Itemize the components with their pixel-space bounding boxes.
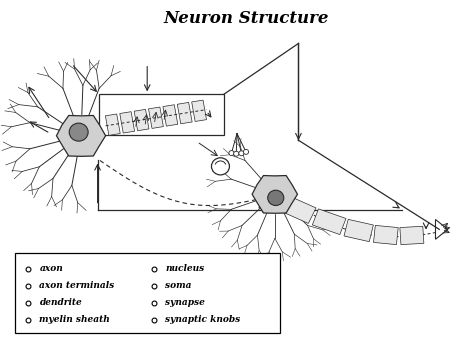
Text: soma: soma <box>165 281 191 290</box>
Polygon shape <box>400 226 424 245</box>
Polygon shape <box>374 225 398 245</box>
Circle shape <box>234 151 239 156</box>
Text: nucleus: nucleus <box>165 264 204 273</box>
Text: myelin sheath: myelin sheath <box>39 315 110 324</box>
Circle shape <box>69 123 88 141</box>
Circle shape <box>268 190 284 205</box>
Polygon shape <box>120 112 135 133</box>
Text: Neuron Structure: Neuron Structure <box>164 10 329 27</box>
Circle shape <box>243 149 248 154</box>
Polygon shape <box>252 176 298 213</box>
Polygon shape <box>281 196 316 223</box>
Polygon shape <box>134 109 149 131</box>
Circle shape <box>229 151 234 156</box>
Text: synaptic knobs: synaptic knobs <box>165 315 240 324</box>
Text: synapse: synapse <box>165 298 205 307</box>
Polygon shape <box>105 114 120 135</box>
Polygon shape <box>344 219 374 242</box>
Circle shape <box>211 158 229 175</box>
Polygon shape <box>312 209 346 235</box>
Polygon shape <box>163 105 178 126</box>
Polygon shape <box>56 116 106 156</box>
Text: axon terminals: axon terminals <box>39 281 115 290</box>
Text: dendrite: dendrite <box>39 298 82 307</box>
Polygon shape <box>177 102 192 124</box>
Circle shape <box>239 151 244 156</box>
Text: axon: axon <box>39 264 63 273</box>
Polygon shape <box>15 253 280 333</box>
Polygon shape <box>191 100 207 121</box>
Polygon shape <box>148 107 164 128</box>
